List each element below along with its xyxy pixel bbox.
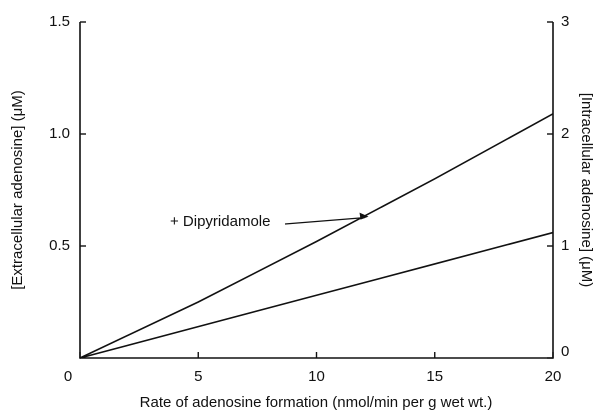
series-line [79, 113, 554, 359]
y-tick-label: 1.5 [49, 13, 70, 30]
x-tick-label: 10 [308, 368, 325, 385]
y-tick-label: 1.0 [49, 125, 70, 142]
x-tick-label: 0 [64, 368, 72, 385]
x-tick-label: 20 [545, 368, 562, 385]
y2-tick-label: 1 [561, 237, 569, 254]
y2-axis-label: [Intracellular adenosine] (μM) [578, 93, 595, 288]
y-axis-label: [Extracellular adenosine] (μM) [9, 90, 26, 290]
arrow-head [359, 212, 369, 220]
series-annotation: + Dipyridamole [170, 213, 270, 230]
y-tick-label: 0.5 [49, 237, 70, 254]
x-tick-label: 15 [426, 368, 443, 385]
y2-tick-label: 2 [561, 125, 569, 142]
series-line [79, 231, 554, 359]
annotation-arrow [284, 217, 365, 225]
axes-frame [79, 22, 554, 359]
y2-tick-label: 0 [561, 343, 569, 360]
x-tick-label: 5 [194, 368, 202, 385]
x-axis-label: Rate of adenosine formation (nmol/min pe… [140, 394, 493, 411]
y2-tick-label: 3 [561, 13, 569, 30]
